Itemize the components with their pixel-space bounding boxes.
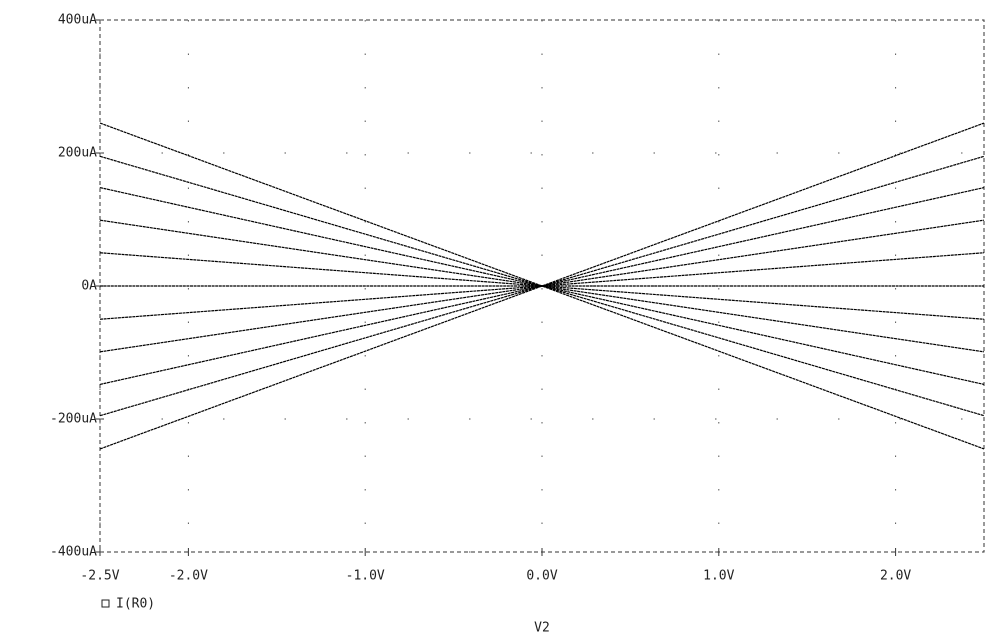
y-tick-label: -400uA <box>50 545 97 560</box>
page: V2 I(R0) -400uA -200uA 0A 200uA 400uA -2.5V -2… <box>0 0 986 638</box>
legend-label: I(R0) <box>116 597 155 612</box>
x-tick-label: 1.0V <box>703 569 734 584</box>
y-tick-label: 200uA <box>58 146 97 161</box>
x-tick-label: -2.5V <box>80 569 119 584</box>
y-tick-label: -200uA <box>50 412 97 427</box>
y-tick-label: 400uA <box>58 13 97 28</box>
x-tick-label: -1.0V <box>346 569 385 584</box>
x-axis-label: V2 <box>534 621 550 636</box>
chart: V2 I(R0) -400uA -200uA 0A 200uA 400uA -2.5V -2… <box>0 0 986 638</box>
y-tick-label: 0A <box>81 279 97 294</box>
x-tick-label: 0.0V <box>526 569 557 584</box>
x-tick-label: 2.0V <box>880 569 911 584</box>
x-tick-label: -2.0V <box>169 569 208 584</box>
legend-marker <box>102 600 109 607</box>
